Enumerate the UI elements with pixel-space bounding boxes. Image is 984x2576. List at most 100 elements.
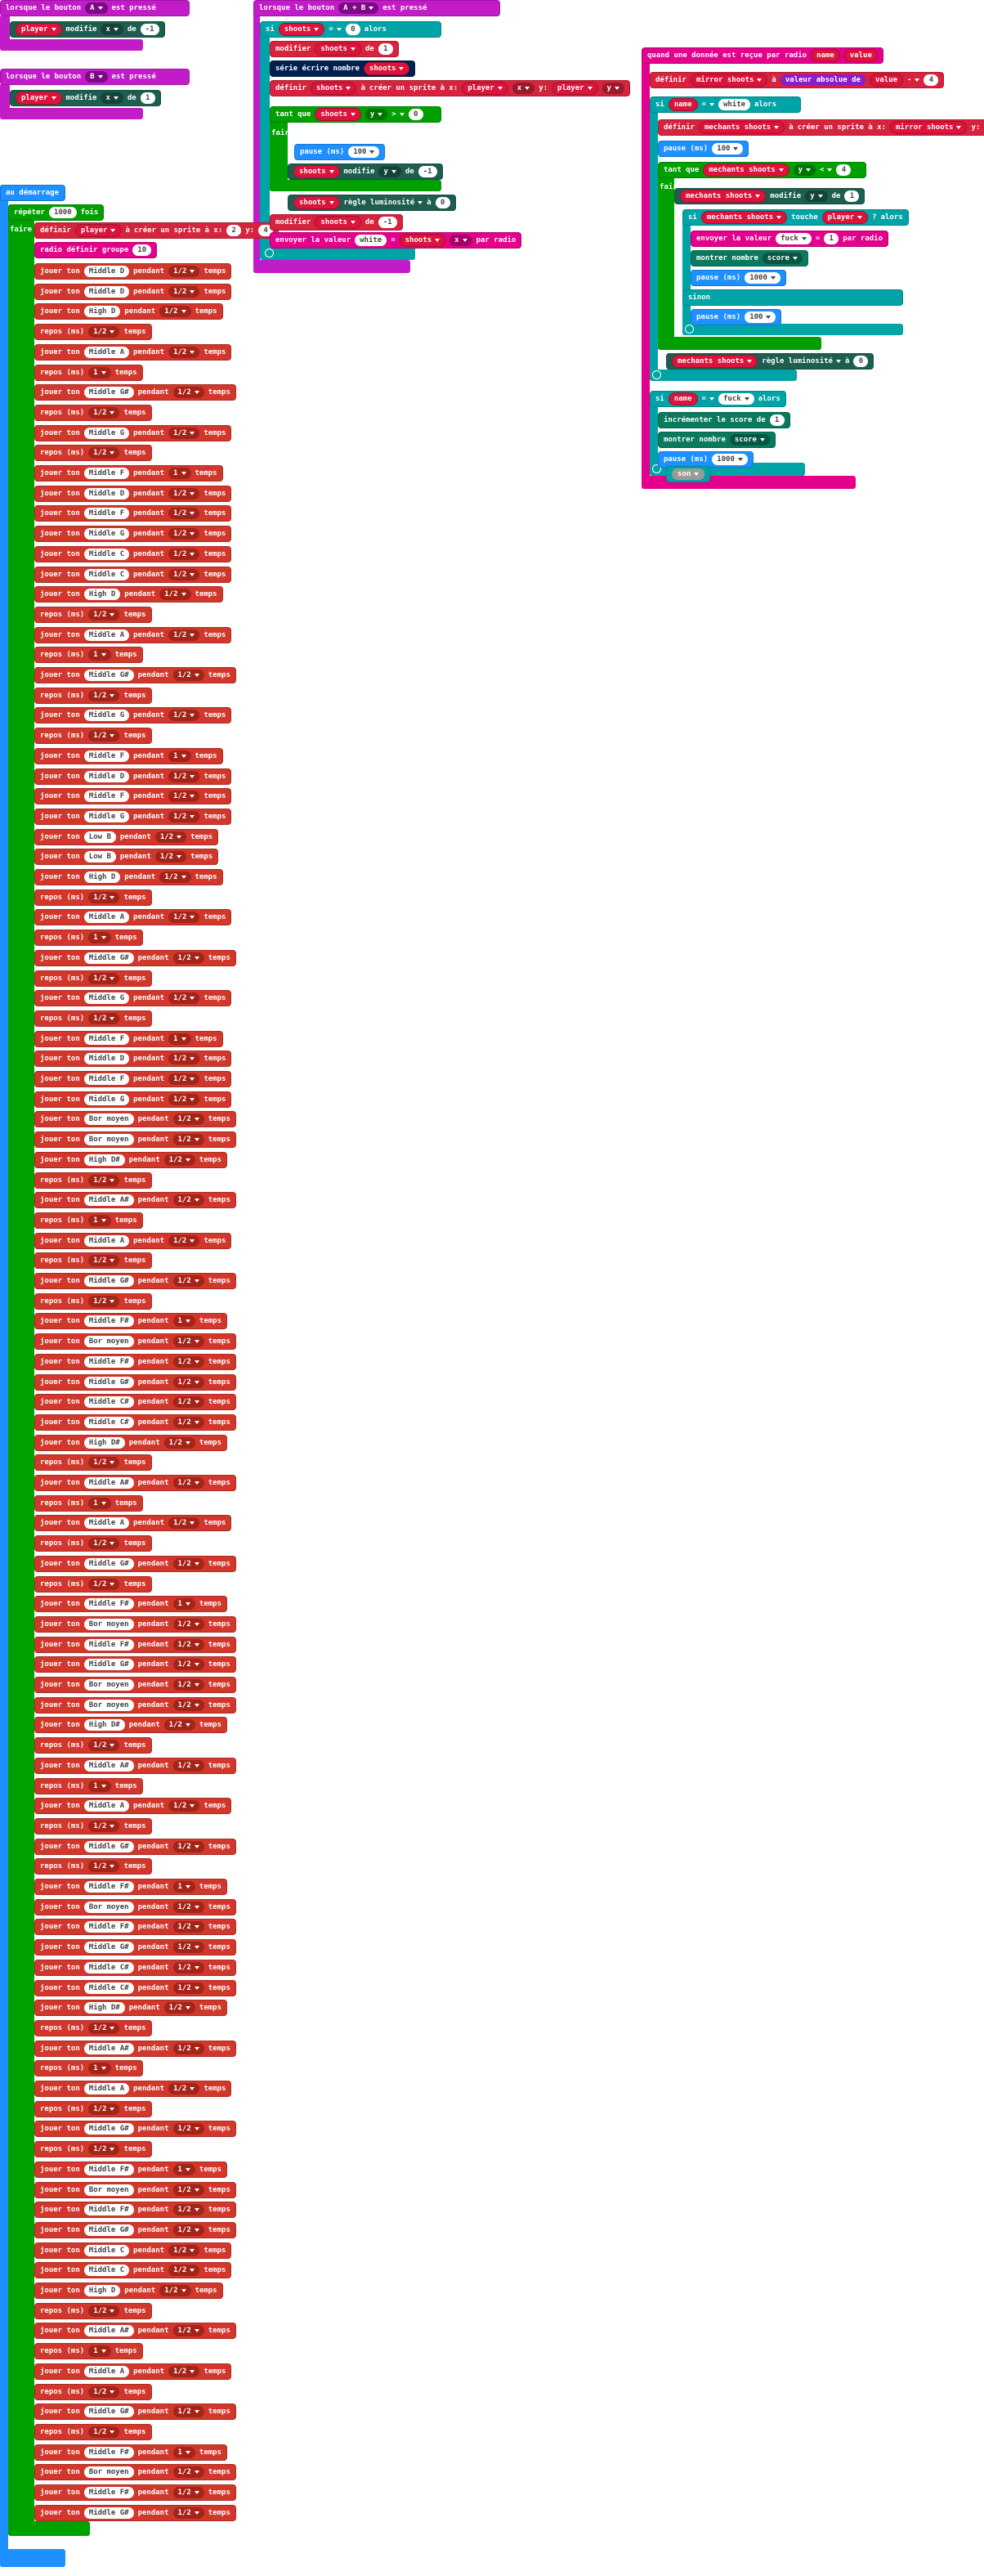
label: touche: [791, 213, 818, 222]
label: jouer ton: [40, 469, 80, 477]
dropdown-pill: 1/2: [88, 1861, 120, 1873]
dropdown-pill: 100: [712, 143, 744, 155]
label: temps: [204, 792, 226, 801]
label: temps: [208, 2206, 230, 2215]
label: repos (ms): [40, 1458, 85, 1467]
dropdown-pill: 1: [172, 1315, 195, 1328]
label: pendant: [137, 1115, 169, 1124]
label: repos (ms): [40, 2387, 85, 2396]
dropdown-pill: 1/2: [88, 1820, 120, 1832]
label: créer un sprite à x:: [369, 84, 458, 92]
variable-pill: shoots: [310, 82, 357, 95]
label: temps: [123, 2387, 146, 2396]
text-pill: Middle F: [83, 791, 130, 803]
text-pill: Middle D: [83, 1053, 130, 1065]
variable-pill: mechants shoots: [672, 355, 758, 368]
block-row: répéter 1000 fois: [8, 204, 105, 221]
dropdown-pill: 1/2: [172, 1376, 204, 1388]
label: temps: [123, 2023, 146, 2032]
block-row: repos (ms) 1 temps: [34, 1212, 143, 1229]
block-row: définir mechants shoots à créer un sprite à…: [658, 119, 984, 136]
add-button[interactable]: [652, 370, 661, 379]
text-pill: Middle A: [83, 2083, 130, 2094]
label: de: [831, 192, 841, 200]
label: jouer ton: [40, 530, 80, 539]
label: jouer ton: [40, 549, 80, 558]
dropdown-pill: 1/2: [88, 447, 120, 459]
block-row: jouer ton High D# pendant 1/2 temps: [34, 2000, 228, 2017]
dropdown-pill: 1/2: [172, 1113, 204, 1126]
label: temps: [123, 1257, 146, 1266]
label: jouer ton: [40, 1640, 80, 1649]
label: temps: [199, 2165, 222, 2174]
block-row: jouer ton Middle C# pendant 1/2 temps: [34, 1959, 236, 1976]
label: temps: [208, 2489, 230, 2497]
label: pendant: [137, 1398, 169, 1407]
label: pendant: [133, 489, 165, 498]
text-pill: Middle F: [83, 1073, 130, 1085]
dropdown-pill: 1/2: [168, 2265, 200, 2277]
label: envoyer la valeur: [275, 236, 351, 244]
label: modifie: [343, 168, 375, 176]
dropdown-pill: 1/2: [172, 1759, 204, 1772]
dropdown-pill: 1/2: [88, 2426, 120, 2438]
label: temps: [195, 307, 217, 316]
label: si: [655, 101, 664, 109]
label: temps: [208, 2125, 230, 2134]
label: temps: [195, 2287, 217, 2295]
label: repos (ms): [40, 2104, 85, 2113]
text-pill: Bor moyen: [83, 1134, 134, 1146]
label: pendant: [137, 1640, 169, 1649]
add-button[interactable]: [685, 325, 694, 334]
label: temps: [208, 2508, 230, 2517]
block-row: repos (ms) 1 temps: [34, 364, 143, 381]
label: jouer ton: [40, 1842, 80, 1851]
block-row: pause (ms) 100: [691, 309, 782, 325]
label: temps: [204, 2246, 226, 2255]
label: repos (ms): [40, 1821, 85, 1830]
number-pill: 10: [132, 244, 152, 256]
label: jouer ton: [40, 1277, 80, 1285]
dropdown-label: =: [329, 25, 341, 34]
add-button[interactable]: [652, 464, 661, 473]
label: pendant: [133, 1075, 165, 1083]
block-row: jouer ton Middle G# pendant 1/2 temps: [34, 949, 236, 966]
block-row: jouer ton Middle F# pendant 1/2 temps: [34, 2484, 236, 2501]
block-row: jouer ton High D# pendant 1/2 temps: [34, 1434, 228, 1451]
label: jouer ton: [40, 853, 80, 862]
label: pendant: [124, 307, 156, 316]
block-row: jouer ton Middle F# pendant 1 temps: [34, 2161, 228, 2178]
dropdown-pill: 1/2: [88, 1174, 120, 1186]
block-row: repos (ms) 1/2 temps: [34, 2019, 152, 2036]
dropdown-pill: 1/2: [172, 1477, 204, 1489]
label: pendant: [137, 1902, 169, 1911]
dropdown-pill: 1/2: [172, 1679, 204, 1691]
variable-pill: name: [668, 392, 698, 405]
number-pill: 1: [140, 92, 155, 104]
label: pendant: [137, 1842, 169, 1851]
label: jouer ton: [40, 1721, 80, 1730]
dropdown-pill: 1/2: [88, 406, 120, 419]
block-row: pause (ms) 100: [658, 141, 749, 157]
if-rail: [650, 399, 658, 476]
dropdown-pill: 1/2: [168, 1093, 200, 1105]
dropdown-pill: 1/2: [172, 1921, 204, 1933]
dropdown-pill: score: [762, 253, 803, 264]
label: pendant: [133, 994, 165, 1003]
dropdown-pill: 1/2: [163, 1436, 195, 1449]
text-pill: High D#: [83, 1436, 125, 1449]
dropdown-label: =: [702, 395, 714, 403]
label: repos (ms): [40, 934, 85, 943]
if-cap: [260, 247, 415, 260]
text-pill: Middle A: [83, 1517, 130, 1530]
variable-pill: shoots: [293, 196, 340, 209]
add-button[interactable]: [265, 249, 274, 258]
block-row: si name = fuck alors: [650, 391, 786, 407]
dropdown-pill: x: [512, 83, 535, 94]
label: repos (ms): [40, 1176, 85, 1185]
